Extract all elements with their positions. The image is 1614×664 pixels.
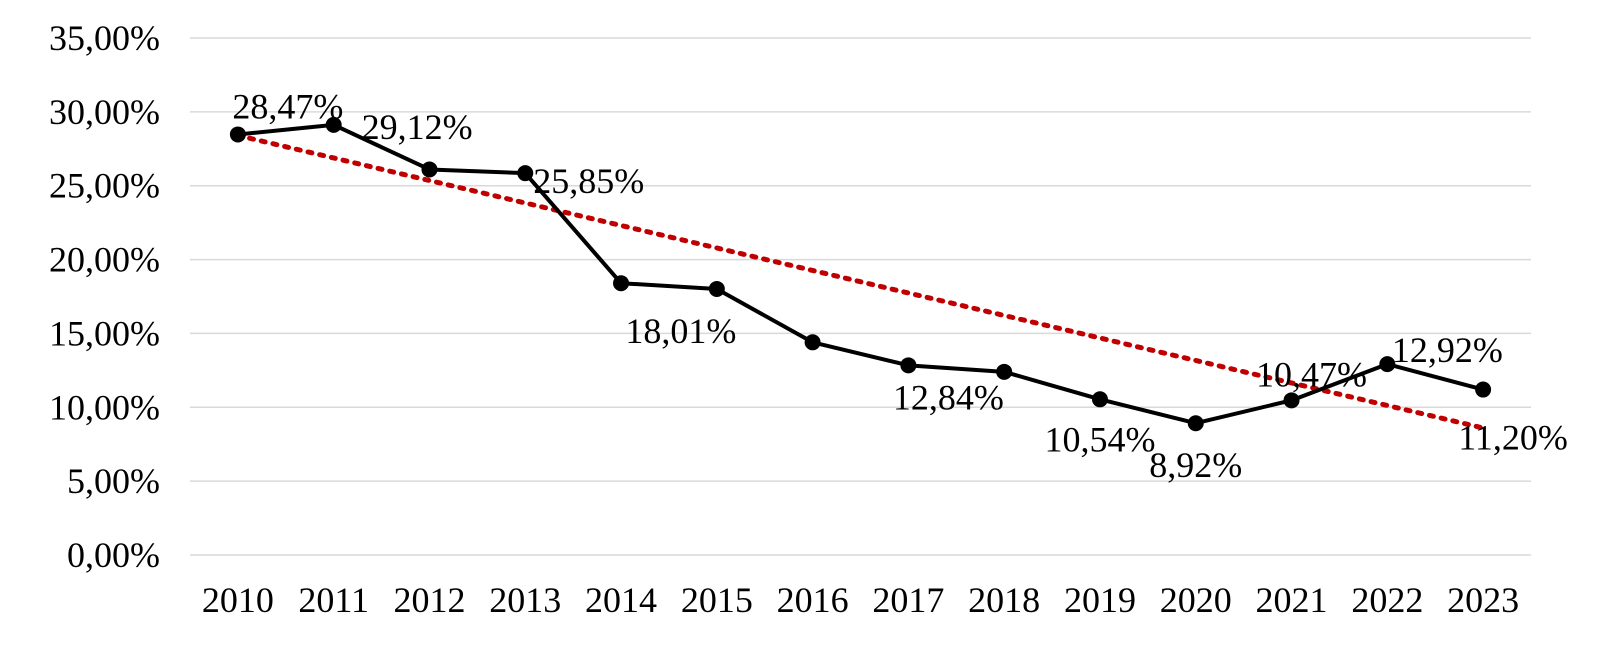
x-tick-label: 2013 [489, 580, 561, 620]
data-labels: 28,47% 29,12% 25,85% 18,01% 12,84% 10,54%8,92… [232, 86, 1568, 485]
data-point [517, 165, 534, 182]
data-label: 28,47% [232, 86, 343, 126]
data-point [613, 275, 630, 292]
x-tick-label: 2019 [1064, 580, 1136, 620]
series-line [237, 122, 1484, 426]
x-tick-label: 2018 [968, 580, 1040, 620]
data-label: 11,20% [1458, 418, 1568, 458]
data-point [421, 161, 438, 178]
y-tick-label: 0,00% [67, 535, 160, 575]
data-point [1283, 392, 1300, 409]
data-label: 12,84% [893, 377, 1004, 417]
data-label: 12,92% [1392, 330, 1503, 370]
x-tick-label: 2015 [681, 580, 753, 620]
x-tick-label: 2017 [872, 580, 944, 620]
x-tick-label: 2011 [298, 580, 369, 620]
data-point [1379, 356, 1396, 373]
data-point [1187, 415, 1204, 432]
y-tick-label: 35,00% [49, 18, 160, 58]
y-tick-label: 20,00% [49, 240, 160, 280]
data-point [229, 126, 246, 143]
x-tick-label: 2012 [393, 580, 465, 620]
data-point [1475, 381, 1492, 398]
y-tick-label: 30,00% [49, 92, 160, 132]
x-tick-label: 2010 [202, 580, 274, 620]
data-label: 29,12% [362, 107, 473, 147]
data-label: 10,47% [1256, 354, 1367, 394]
x-tick-label: 2020 [1160, 580, 1232, 620]
y-tick-label: 10,00% [49, 387, 160, 427]
data-point [325, 116, 342, 133]
data-label: 8,92% [1149, 445, 1242, 485]
data-label: 25,85% [533, 161, 644, 201]
y-tick-label: 15,00% [49, 313, 160, 353]
x-axis-tick-labels: 2010 2011 2012 2013 2014 2015 2016 2017 2018 2019… [202, 580, 1519, 620]
x-tick-label: 2023 [1447, 580, 1519, 620]
series-polyline [237, 122, 1484, 426]
data-point [996, 363, 1013, 380]
series-markers [229, 116, 1492, 432]
y-tick-label: 5,00% [67, 461, 160, 501]
x-tick-label: 2014 [585, 580, 657, 620]
trendline [235, 132, 1486, 431]
y-axis-tick-labels: 0,00% 5,00% 10,00% 15,00% 20,00% 25,00% 30,00%… [49, 18, 160, 575]
data-label: 10,54% [1044, 419, 1155, 459]
x-tick-label: 2021 [1256, 580, 1328, 620]
x-tick-label: 2016 [777, 580, 849, 620]
data-point [804, 334, 821, 351]
data-label: 18,01% [625, 311, 736, 351]
data-point [900, 357, 917, 374]
gridlines [190, 37, 1531, 556]
data-point [708, 280, 725, 297]
data-point [1091, 391, 1108, 408]
x-tick-label: 2022 [1351, 580, 1423, 620]
y-tick-label: 25,00% [49, 166, 160, 206]
trendline-path [235, 132, 1486, 431]
